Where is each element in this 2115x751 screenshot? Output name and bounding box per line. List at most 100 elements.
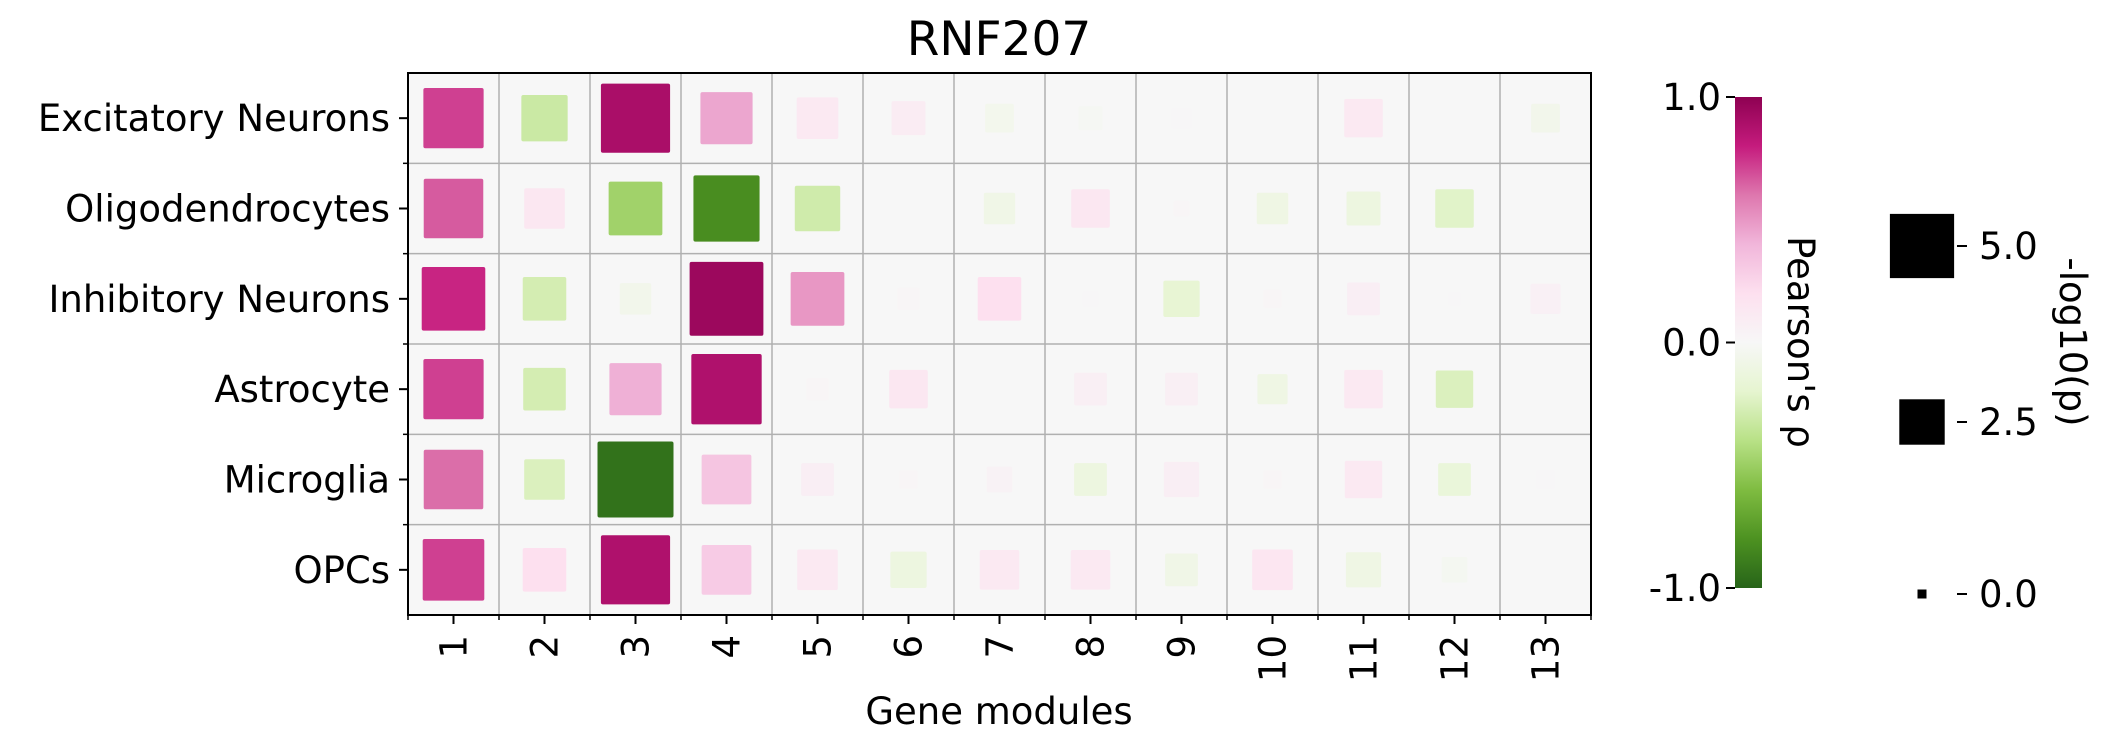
- heatmap-cell-r2-c2: [524, 188, 565, 229]
- x-tick-label: 11: [1343, 635, 1386, 682]
- chart-title: RNF207: [907, 12, 1092, 67]
- heatmap-cell-r1-c2: [521, 95, 568, 142]
- x-tick-label: 2: [524, 635, 567, 659]
- heatmap-cell-r5-c5: [801, 463, 834, 496]
- heatmap-cell-r4-c3: [609, 363, 662, 416]
- heatmap-cell-r1-c1: [423, 88, 484, 149]
- heatmap-cell-r2-c11: [1346, 191, 1381, 226]
- heatmap-cell-r5-c9: [1163, 461, 1200, 498]
- heatmap-cell-r1-c9: [1171, 108, 1192, 129]
- heatmap-cell-r3-c7: [977, 277, 1022, 321]
- colorbar-gradient: [1735, 97, 1762, 588]
- x-tick-label: 7: [979, 635, 1022, 659]
- heatmap-cell-r6-c4: [701, 544, 752, 595]
- heatmap-cell-r4-c9: [1165, 372, 1198, 406]
- x-tick-label: 9: [1161, 635, 1204, 659]
- heatmap-cell-r6-c6: [890, 551, 927, 589]
- colorbar-label: Pearson's ρ: [1779, 236, 1822, 448]
- heatmap-cell-r1-c13: [1531, 103, 1560, 133]
- y-tick-label: Oligodendrocytes: [65, 188, 390, 231]
- heatmap-cell-r5-c11: [1344, 460, 1383, 499]
- heatmap-cell-r6-c2: [522, 548, 567, 592]
- x-tick-label: 5: [797, 635, 840, 659]
- heatmap-cell-r5-c7: [986, 466, 1013, 493]
- heatmap-cell-r5-c13: [1536, 470, 1555, 489]
- heatmap-cell-r4-c8: [1074, 372, 1107, 406]
- heatmap-cell-r2-c12: [1435, 189, 1474, 228]
- x-tick-label: 1: [433, 635, 476, 659]
- colorbar-tick-label: 1.0: [1662, 76, 1721, 119]
- heatmap-cell-r5-c1: [423, 449, 484, 510]
- heatmap-cell-r6-c1: [422, 539, 485, 601]
- heatmap-cell-r5-c4: [701, 454, 752, 505]
- heatmap-cell-r1-c6: [891, 101, 926, 136]
- heatmap-cell-r3-c11: [1347, 282, 1380, 316]
- x-axis-label: Gene modules: [865, 690, 1132, 733]
- heatmap-cell-r3-c5: [790, 271, 845, 326]
- heatmap-cell-r1-c8: [1078, 106, 1103, 131]
- y-tick-label: Astrocyte: [214, 368, 390, 411]
- heatmap-cell-r4-c12: [1435, 370, 1474, 408]
- y-tick-label: OPCs: [293, 549, 390, 592]
- heatmap-cell-r3-c4: [689, 261, 764, 336]
- heatmap-cell-r6-c10: [1252, 549, 1293, 591]
- colorbar-tick-label: 0.0: [1662, 322, 1721, 365]
- heatmap-cell-r6-c12: [1441, 556, 1468, 583]
- heatmap-cell-r3-c2: [522, 277, 567, 321]
- heatmap-cell-r2-c8: [1071, 189, 1110, 228]
- size-legend-marker: [1899, 399, 1945, 445]
- heatmap-cell-r3-c13: [1530, 283, 1561, 314]
- heatmap-cell-r4-c4: [691, 353, 762, 425]
- heatmap-cell-r1-c4: [700, 92, 753, 145]
- y-tick-label: Microglia: [224, 459, 390, 502]
- size-legend-label: -log10(p): [2051, 257, 2094, 426]
- heatmap-cell-r5-c12: [1438, 463, 1471, 496]
- x-tick-label: 3: [615, 635, 658, 659]
- x-tick-label: 13: [1525, 635, 1568, 682]
- heatmap-cell-r3-c12: [1448, 292, 1461, 306]
- x-tick-label: 8: [1070, 635, 1113, 659]
- x-tick-label: 4: [706, 635, 749, 659]
- heatmap-cell-r2-c9: [1173, 200, 1190, 217]
- heatmap-cell-r5-c3: [597, 441, 674, 518]
- x-tick-label: 10: [1252, 635, 1295, 682]
- heatmap-cell-r6-c13: [1539, 563, 1552, 577]
- size-legend: 5.0 2.5 0.0: [1889, 213, 2038, 616]
- heatmap-cell-r6-c8: [1070, 550, 1111, 590]
- size-legend-label: 0.0: [1979, 573, 2038, 616]
- size-legend-label: 5.0: [1979, 225, 2038, 268]
- heatmap-cell-r1-c11: [1344, 98, 1383, 138]
- y-tick-label: Inhibitory Neurons: [48, 278, 390, 321]
- heatmap-cell-r4-c6: [889, 369, 928, 409]
- heatmap-cell-r2-c5: [794, 185, 841, 232]
- heatmap-cell-r6-c11: [1345, 552, 1382, 588]
- heatmap-cell-r5-c8: [1074, 463, 1107, 496]
- heatmap-cell-r2-c1: [423, 178, 484, 239]
- heatmap-cell-r5-c6: [899, 470, 918, 489]
- colorbar-tick-label: -1.0: [1649, 567, 1721, 610]
- heatmap-cell-r2-c4: [693, 175, 760, 242]
- heatmap-cell-r5-c10: [1263, 470, 1282, 489]
- x-tick-label: 6: [888, 635, 931, 659]
- heatmap-cell-r4-c2: [523, 367, 566, 411]
- colorbar: 1.0 0.0 -1.0: [1649, 76, 1762, 610]
- heatmap-cell-r2-c10: [1256, 192, 1289, 225]
- heatmap-cells: [421, 83, 1561, 605]
- heatmap-cell-r4-c1: [423, 359, 484, 420]
- heatmap-cell-r6-c5: [797, 549, 838, 591]
- heatmap-cell-r2-c7: [983, 192, 1016, 225]
- heatmap-cell-r1-c7: [985, 103, 1014, 133]
- heatmap-cell-r1-c3: [600, 83, 671, 153]
- heatmap-cell-r4-c11: [1344, 369, 1383, 409]
- heatmap-cell-r2-c3: [608, 181, 663, 236]
- heatmap-cell-r6-c3: [600, 535, 671, 605]
- heatmap-cell-r4-c10: [1257, 374, 1288, 405]
- heatmap-cell-r6-c7: [979, 550, 1020, 590]
- axes: Excitatory Neurons Oligodendrocytes Inhibi…: [38, 72, 1592, 682]
- heatmap-cell-r5-c2: [524, 459, 565, 500]
- heatmap-cell-r1-c5: [796, 97, 839, 139]
- size-legend-marker: [1889, 213, 1955, 279]
- heatmap-cell-r3-c1: [421, 267, 486, 331]
- heatmap-cell-r6-c9: [1165, 553, 1198, 587]
